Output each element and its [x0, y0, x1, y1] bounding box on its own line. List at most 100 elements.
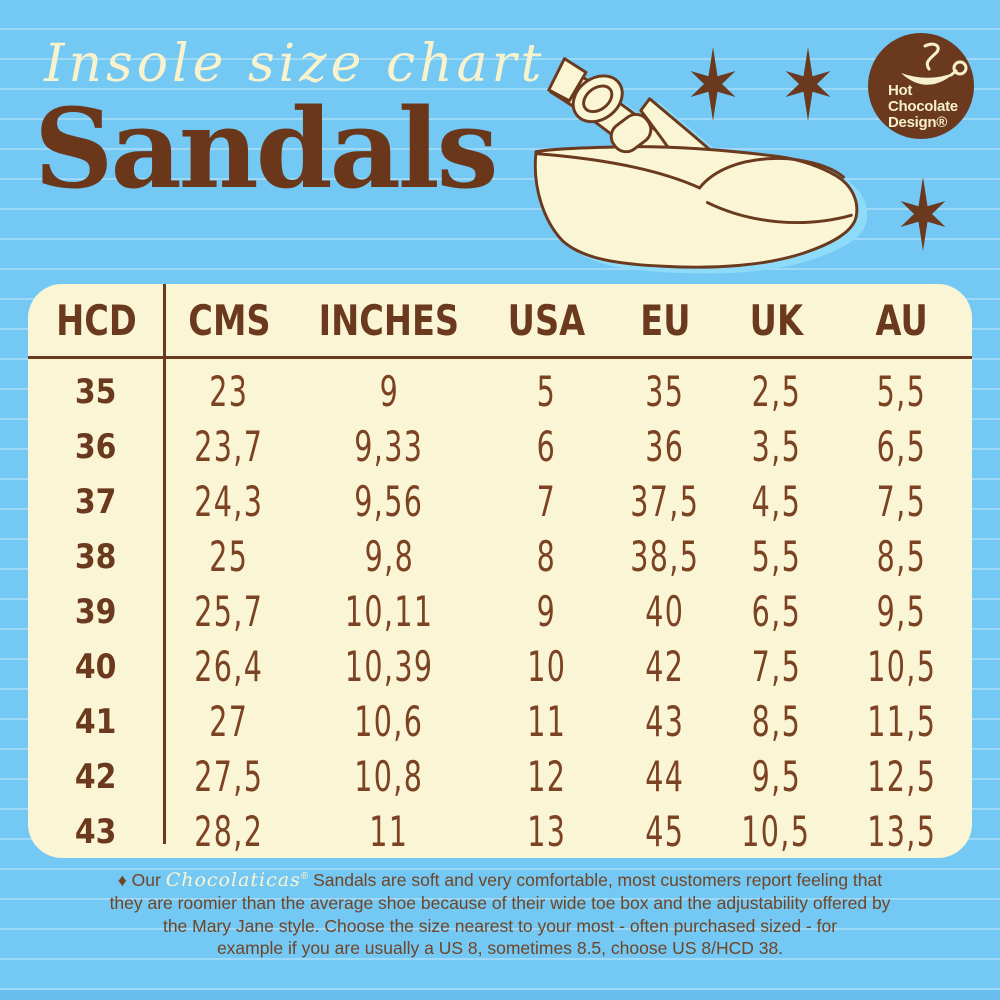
table-row: 43 28,2 11 13 45 10,5 13,5 [28, 804, 972, 859]
strap-keeper-loop [609, 112, 653, 154]
size-cell: 40 [645, 587, 685, 636]
footnote-text: Sandals are soft and very comfortable, m… [308, 869, 883, 890]
size-cell: 13 [526, 807, 567, 856]
header-cell: USA [507, 296, 586, 345]
sandal-strap-end [547, 57, 588, 103]
size-cell: 6 [536, 422, 557, 471]
size-cell: 3,5 [751, 422, 801, 471]
size-cell: 26,4 [194, 642, 264, 691]
size-cell: 44 [645, 752, 685, 801]
platform-seam [705, 201, 853, 225]
cup-icon [901, 72, 956, 85]
size-cell: 2,5 [751, 367, 801, 416]
size-cell: 5,5 [751, 532, 801, 581]
size-cell: 23,7 [194, 422, 264, 471]
chocolaticas-brand-text: Chocolaticas [165, 868, 301, 891]
table-row: 40 26,4 10,39 10 42 7,5 10,5 [28, 639, 972, 694]
bottom-shade-band [0, 990, 1000, 1000]
logo-disc [868, 33, 974, 139]
size-cell: 9 [536, 587, 557, 636]
hcd-column-divider-line [163, 284, 166, 844]
spoon-icon [952, 60, 968, 76]
hcd-size-cell: 36 [75, 426, 117, 467]
footnote-text: ♦ Our [117, 869, 166, 890]
size-cell: 45 [645, 807, 685, 856]
size-cell: 10,6 [354, 697, 424, 746]
steam-icon [923, 42, 940, 71]
header-cell: AU [875, 296, 928, 345]
size-cell: 10,11 [344, 587, 434, 636]
hcd-size-cell: 35 [75, 371, 117, 412]
size-cell: 5 [536, 367, 557, 416]
size-cell: 13,5 [866, 807, 937, 856]
hcd-size-cell: 40 [75, 646, 117, 687]
sandal-wedge-sole [533, 145, 859, 269]
hcd-size-cell: 39 [75, 591, 117, 632]
size-cell: 25 [209, 532, 249, 581]
size-cell: 5,5 [876, 367, 927, 416]
size-cell: 8 [536, 532, 557, 581]
size-cell: 7 [536, 477, 557, 526]
registered-mark: ® [300, 871, 309, 882]
table-row: 37 24,3 9,56 7 37,5 4,5 7,5 [28, 474, 972, 529]
size-cell: 10,5 [866, 642, 937, 691]
header-cell: INCHES [318, 296, 460, 345]
logo-text-line2: Chocolate [888, 98, 958, 115]
table-row: 39 25,7 10,11 9 40 6,5 9,5 [28, 584, 972, 639]
footnote-line-2: they are roomier than the average shoe b… [109, 893, 891, 914]
hcd-size-cell: 42 [75, 756, 117, 797]
star-icon [690, 47, 736, 121]
star-icon [785, 47, 831, 121]
size-cell: 24,3 [194, 477, 264, 526]
size-cell: 9,8 [364, 532, 414, 581]
size-cell: 9,5 [876, 587, 927, 636]
size-cell: 36 [645, 422, 685, 471]
size-cell: 8,5 [751, 697, 801, 746]
size-table-rows: 35 23 9 5 35 2,5 5,5 36 23,7 9,33 6 36 3,5 6,5 37 24,3 9… [28, 364, 972, 859]
header-cell: CMS [187, 296, 271, 345]
header-divider-line [28, 356, 972, 359]
footnote-line-3: the Mary Jane style. Choose the size nea… [162, 915, 838, 936]
size-table-header-row: HCD CMS INCHES USA EU UK AU [28, 284, 972, 357]
table-row: 35 23 9 5 35 2,5 5,5 [28, 364, 972, 419]
subtitle-insole-size-chart: Insole size chart [44, 34, 546, 94]
size-table: HCD CMS INCHES USA EU UK AU 35 23 9 5 35 2,5 5,5 36 23… [28, 284, 972, 858]
size-cell: 27,5 [194, 752, 264, 801]
size-cell: 27 [209, 697, 249, 746]
size-cell: 9,33 [354, 422, 424, 471]
size-cell: 9,5 [751, 752, 801, 801]
hcd-size-cell: 37 [75, 481, 117, 522]
size-cell: 9,56 [354, 477, 424, 526]
size-cell: 8,5 [876, 532, 927, 581]
size-cell: 6,5 [751, 587, 801, 636]
size-cell: 43 [645, 697, 685, 746]
header-cell: UK [749, 296, 803, 345]
size-cell: 11 [526, 697, 567, 746]
size-cell: 23 [209, 367, 249, 416]
size-cell: 11,5 [866, 697, 937, 746]
size-cell: 35 [645, 367, 685, 416]
logo-text-line1: Hot [888, 82, 912, 99]
size-cell: 25,7 [194, 587, 264, 636]
size-cell: 11 [369, 807, 409, 856]
table-row: 42 27,5 10,8 12 44 9,5 12,5 [28, 749, 972, 804]
size-cell: 38,5 [630, 532, 700, 581]
logo-text-line3: Design® [888, 114, 947, 131]
table-row: 41 27 10,6 11 43 8,5 11,5 [28, 694, 972, 749]
footnote-line-1: ♦ Our Chocolaticas® Sandals are soft and… [70, 866, 930, 892]
size-cell: 42 [645, 642, 685, 691]
hcd-size-cell: 38 [75, 536, 117, 577]
table-row: 38 25 9,8 8 38,5 5,5 8,5 [28, 529, 972, 584]
size-cell: 10,39 [344, 642, 434, 691]
footnote: ♦ Our Chocolaticas® Sandals are soft and… [70, 866, 930, 960]
footbed-seam [534, 152, 702, 190]
size-cell: 7,5 [751, 642, 801, 691]
hcd-size-cell: 43 [75, 811, 117, 852]
size-cell: 10 [526, 642, 567, 691]
size-cell: 10,5 [741, 807, 811, 856]
size-cell: 9 [379, 367, 399, 416]
footnote-line-4: example if you are usually a US 8, somet… [216, 938, 784, 959]
page-title-sandals: Sandals [34, 84, 499, 213]
hot-chocolate-design-logo: Hot Chocolate Design® [868, 33, 974, 139]
